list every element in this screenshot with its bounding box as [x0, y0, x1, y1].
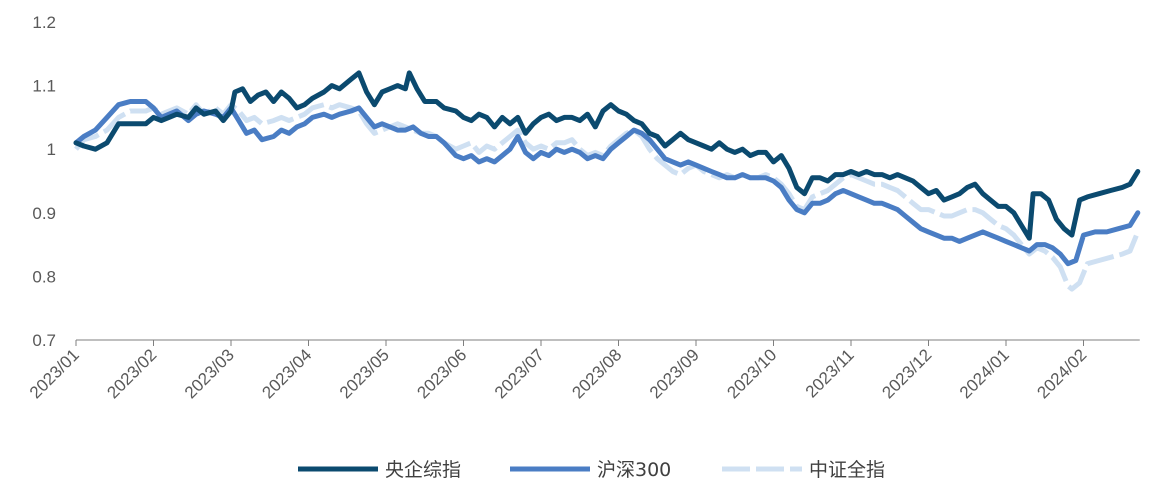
y-tick-label: 0.7	[32, 331, 56, 350]
x-tick-label: 2023/08	[568, 345, 625, 402]
legend-label: 中证全指	[809, 459, 885, 481]
x-tick-label: 2023/06	[413, 345, 470, 402]
x-tick-label: 2023/11	[802, 345, 858, 401]
x-tick-label: 2023/12	[878, 345, 935, 402]
series-line-3	[74, 102, 1141, 292]
y-tick-label: 1	[47, 140, 56, 159]
x-tick-label: 2023/03	[181, 345, 238, 402]
y-tick-label: 1.2	[32, 13, 56, 32]
series-lines	[73, 70, 1141, 292]
x-tick-label: 2024/01	[956, 345, 1013, 402]
x-tick-label: 2023/01	[26, 345, 83, 402]
legend-label: 沪深300	[597, 459, 671, 481]
series-line-1	[73, 70, 1141, 241]
x-tick-label: 2023/05	[336, 345, 393, 402]
series-line-2	[73, 99, 1141, 267]
y-tick-label: 1.1	[32, 77, 56, 96]
y-axis-ticks: 0.7 0.8 0.9 1 1.1 1.2	[32, 13, 56, 350]
y-tick-label: 0.9	[32, 204, 56, 223]
x-tick-label: 2023/07	[491, 345, 548, 402]
x-tick-label: 2023/04	[258, 345, 315, 402]
legend-label: 央企综指	[385, 459, 461, 481]
x-tick-label: 2024/02	[1033, 345, 1090, 402]
x-tick-label: 2023/09	[646, 345, 703, 402]
legend: 央企综指 沪深300 中证全指	[298, 459, 885, 481]
x-tick-label: 2023/10	[723, 345, 780, 402]
x-tick-label: 2023/02	[103, 345, 160, 402]
x-axis: 2023/01 2023/02 2023/03 2023/04 2023/05 2023/…	[26, 339, 1140, 402]
y-tick-label: 0.8	[32, 267, 56, 286]
